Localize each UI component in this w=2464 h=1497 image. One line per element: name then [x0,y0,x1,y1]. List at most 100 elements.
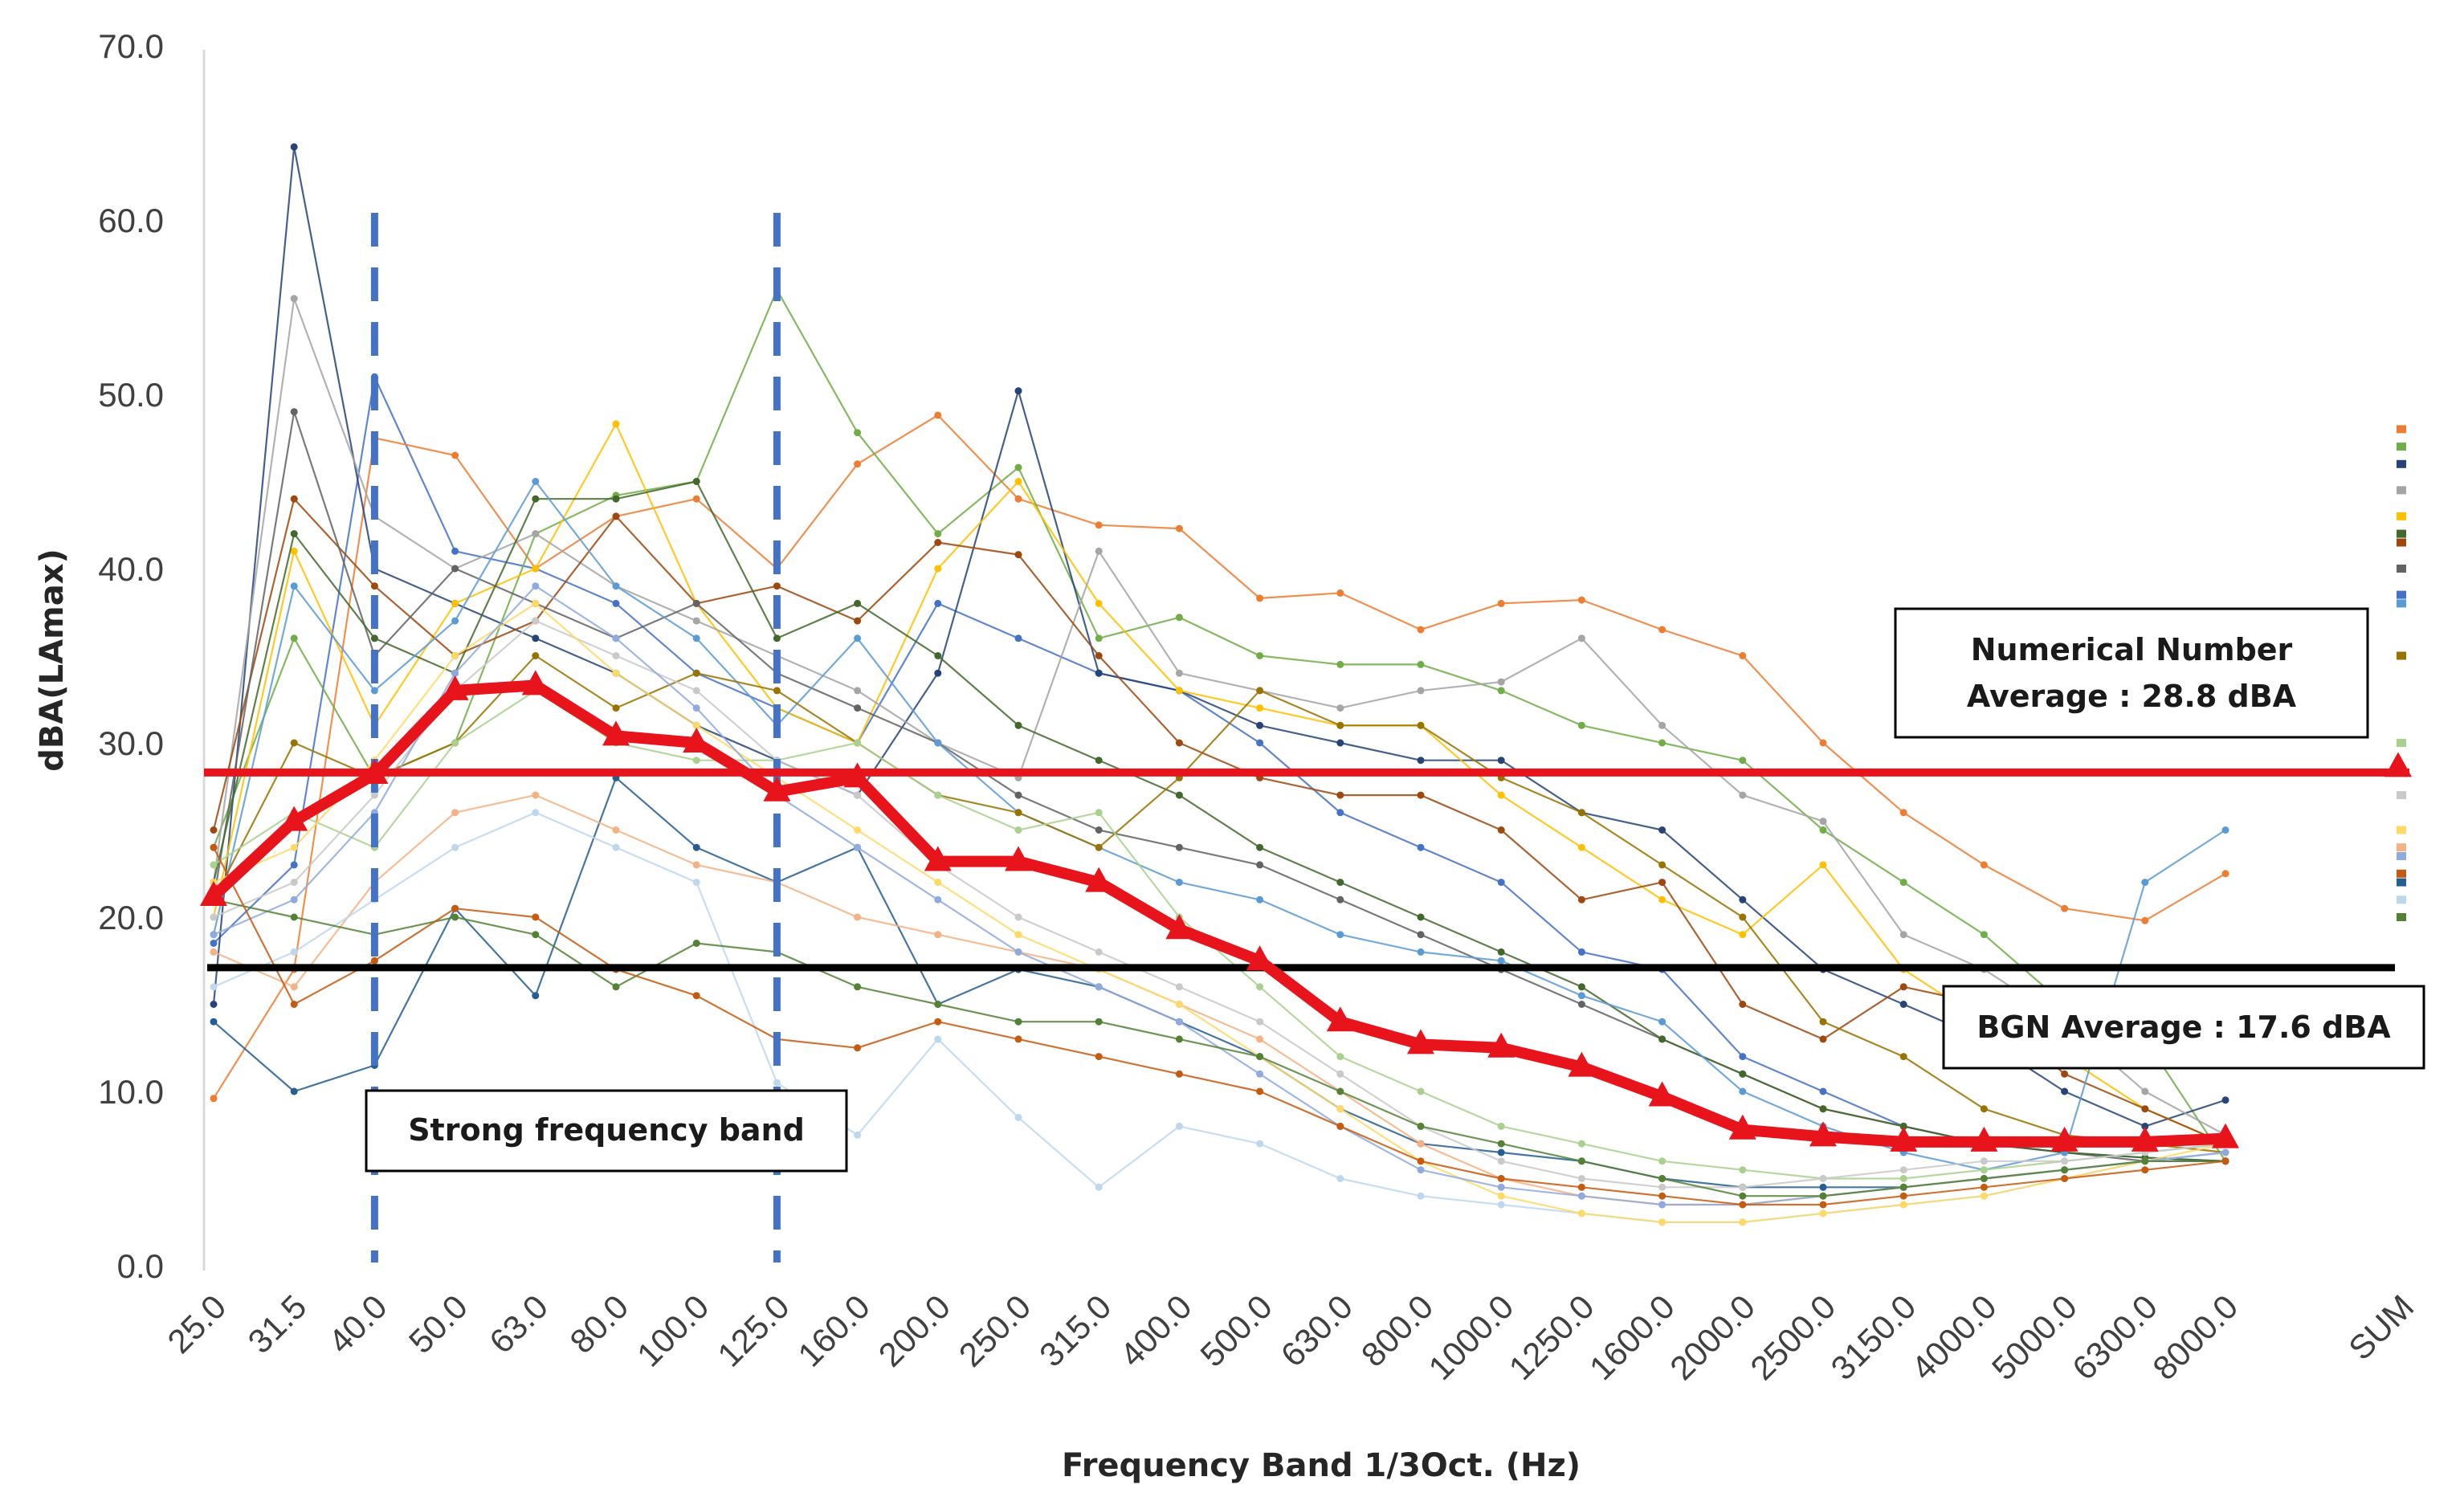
measurement-point [1819,1201,1827,1209]
y-tick-label: 10.0 [98,1073,164,1111]
measurement-point [612,634,620,642]
measurement-point [451,843,459,851]
average-point [2212,1123,2239,1148]
measurement-point [1417,791,1425,799]
measurement-point [1577,634,1585,642]
measurement-point [1658,1175,1666,1182]
measurement-point [1899,1183,1907,1191]
measurement-series-line [213,376,2226,1162]
bgn-average-label: BGN Average : 17.6 dBA [1977,1010,2391,1045]
average-point [1890,1126,1918,1152]
y-tick-label: 30.0 [98,724,164,762]
measurement-point [1336,879,1344,887]
measurement-point [1336,721,1344,729]
measurement-point [2141,1105,2149,1113]
measurement-point [1175,687,1183,695]
measurement-point [1256,704,1264,712]
measurement-point [1497,687,1505,695]
measurement-point [1980,1157,1988,1165]
measurement-point [370,957,378,965]
measurement-point [1014,551,1022,559]
sum-marker [2397,486,2406,495]
measurement-point [1497,826,1505,834]
measurement-point [1014,495,1022,503]
measurement-point [1739,1201,1747,1209]
average-point [1407,1029,1434,1054]
measurement-point [1095,983,1103,991]
measurement-point [1497,1183,1505,1191]
measurement-point [290,861,298,869]
sum-marker [2397,869,2406,878]
measurement-point [854,460,862,468]
measurement-point [1175,791,1183,799]
average-point [361,759,389,785]
measurement-point [1739,1070,1747,1078]
measurement-point [1577,596,1585,604]
measurement-point [1739,1192,1747,1200]
measurement-series-line [212,297,2226,1136]
measurement-point [1577,1001,1585,1008]
measurement-point [692,669,700,677]
measurement-point [1577,992,1585,1000]
measurement-point [290,634,298,642]
measurement-point [1014,387,1022,395]
x-tick-label: 2000.0 [1662,1287,1762,1387]
strong-band-label: Strong frequency band [408,1112,805,1148]
measurement-point [854,791,862,799]
measurement-point [1577,1140,1585,1148]
measurement-point [1417,721,1425,729]
measurement-point [1336,895,1344,904]
measurement-point [692,634,700,642]
measurement-point [773,634,781,642]
average-point [683,728,711,753]
measurement-point [1497,678,1505,686]
x-tick-label: 1000.0 [1421,1287,1520,1387]
measurement-point [1577,983,1585,991]
measurement-point [1417,1140,1425,1148]
measurement-point [854,687,862,695]
measurement-point [1739,652,1747,659]
measurement-point [1014,791,1022,799]
measurement-point [1658,1183,1666,1191]
measurement-point [1175,614,1183,622]
x-tick-label: 25.0 [160,1287,233,1360]
measurement-point [1256,895,1264,904]
measurement-point [290,495,298,503]
measurement-point [290,843,298,851]
x-tick-label: 100.0 [630,1287,716,1374]
measurement-point [1899,1175,1907,1182]
measurement-point [451,599,459,607]
measurement-point [451,451,459,459]
measurement-point [1658,721,1666,729]
measurement-point [1014,1035,1022,1043]
average-point [1085,867,1113,892]
measurement-point [1095,1053,1103,1061]
measurement-point [1175,739,1183,747]
strong-band-annotation: Strong frequency band [365,1089,848,1173]
measurement-series [210,143,2406,1226]
x-axis-title: Frequency Band 1/3Oct. (Hz) [1062,1447,1581,1484]
x-tick-label: 6300.0 [2065,1287,2164,1387]
measurement-point [2061,904,2069,912]
measurement-point [210,913,218,921]
measurement-point [1819,1018,1827,1026]
measurement-point [854,617,862,625]
measurement-point [1095,826,1103,834]
measurement-point [1819,1105,1827,1113]
measurement-point [1497,599,1505,607]
sum-marker [2397,425,2406,434]
measurement-point [1899,1122,1907,1130]
measurement-point [451,739,459,747]
measurement-point [1739,1166,1747,1174]
measurement-point [1095,948,1103,956]
measurement-point [692,495,700,503]
measurement-point [1417,913,1425,921]
measurement-point [692,879,700,887]
x-tick-label: 400.0 [1112,1287,1199,1374]
measurement-point [1256,1018,1264,1026]
measurement-point [612,495,620,503]
measurement-point [2141,879,2149,887]
x-tick-label: 3150.0 [1823,1287,1923,1387]
measurement-point [210,983,218,991]
measurement-point [612,704,620,712]
